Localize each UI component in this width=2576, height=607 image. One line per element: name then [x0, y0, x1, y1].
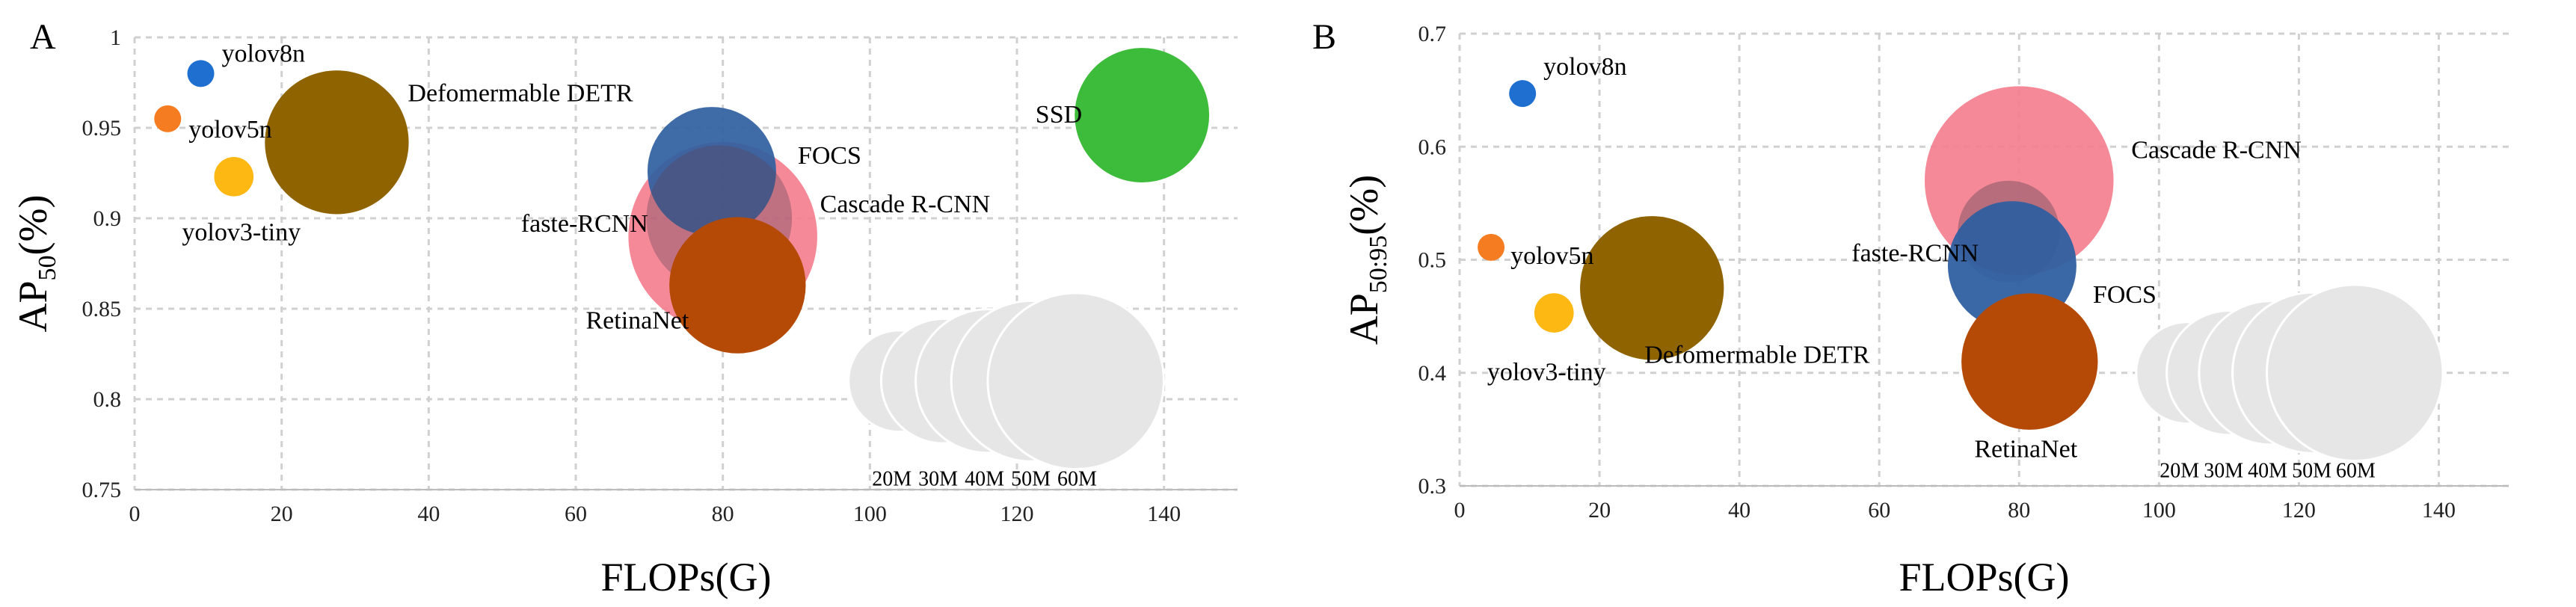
- panel-b-y-tick-label: 0.7: [1418, 22, 1447, 46]
- panel-b-bubble-yolov3-tiny: [1534, 293, 1574, 333]
- panel-b-x-tick-label: 140: [2422, 498, 2456, 523]
- panel-b-label-cascade-r-cnn: Cascade R-CNN: [2131, 137, 2302, 164]
- panel-a-x-tick-label: 120: [1000, 502, 1034, 526]
- panel-a-label-defomermable-detr: Defomermable DETR: [408, 79, 633, 107]
- panel-a-size-legend-label: 20M: [872, 468, 912, 491]
- panel-b-label-yolov5n: yolov5n: [1510, 242, 1593, 270]
- panel-b-x-axis-title: FLOPs(G): [1899, 555, 2069, 600]
- panel-b-x-tick-label: 100: [2142, 498, 2176, 523]
- panel-b-bubble-retinanet: [1961, 293, 2098, 430]
- panel-a-x-tick-label: 20: [271, 502, 293, 526]
- panel-a-x-tick-label: 140: [1147, 502, 1181, 526]
- panel-a-y-axis-title: AP50(%): [10, 195, 61, 333]
- panel-b-bubble-defomermable-detr: [1580, 216, 1724, 360]
- panel-a-chart: A 0 20 40 60 80 100 120 140 0.75 0.8 0.85 0.9 0.95 1 20…: [10, 17, 1238, 600]
- panel-a-letter: A: [30, 17, 56, 57]
- panel-b-label-focs: FOCS: [2093, 281, 2157, 309]
- panel-a-size-legend-bubble: [986, 292, 1165, 471]
- panel-a-bubble-defomermable-detr: [265, 70, 409, 215]
- panel-a-label-focs: FOCS: [798, 142, 861, 170]
- panel-a-bubble-ssd: [1075, 48, 1210, 182]
- panel-a-label-yolov8n: yolov8n: [222, 40, 305, 67]
- panel-a-label-ssd: SSD: [1036, 101, 1082, 129]
- panel-a-label-yolov5n: yolov5n: [188, 116, 271, 144]
- panel-b-size-legend-label: 40M: [2248, 459, 2287, 482]
- panel-a-x-tick-label: 40: [417, 502, 440, 526]
- panel-a-bubble-yolov5n: [154, 105, 182, 132]
- panel-b-size-legend-label: 50M: [2292, 459, 2331, 482]
- panel-a-y-tick-label: 0.9: [93, 206, 122, 231]
- panel-b-size-legend-label: 20M: [2160, 459, 2199, 482]
- panel-a-x-tick-label: 100: [853, 502, 887, 526]
- panel-b-x-tick-label: 120: [2282, 498, 2316, 523]
- panel-b-letter: B: [1312, 17, 1336, 57]
- panel-b-label-yolov3-tiny: yolov3-tiny: [1487, 359, 1606, 386]
- panel-a-bubble-retinanet: [669, 217, 806, 354]
- panel-b-size-legend-label: 60M: [2336, 459, 2376, 482]
- panel-a-x-axis-title: FLOPs(G): [600, 555, 771, 600]
- panel-a-y-tick-label: 1: [110, 25, 121, 50]
- panel-b-bubble-yolov5n: [1478, 233, 1505, 261]
- panel-b-label-yolov8n: yolov8n: [1543, 53, 1626, 81]
- panel-a-x-tick-label: 0: [129, 502, 141, 526]
- panel-b-chart: B 0 20 40 60 80 100 120 140 0.3 0.4 0.5 0.6 0.7 20M 30M…: [1312, 17, 2509, 600]
- panel-a-size-legend-label: 30M: [918, 468, 958, 491]
- panel-a-label-faste-rcnn: faste-RCNN: [521, 210, 648, 238]
- panel-b-y-axis-title: AP50:95(%): [1341, 175, 1392, 345]
- panel-b-x-tick-label: 60: [1868, 498, 1890, 523]
- panel-b-x-tick-label: 20: [1588, 498, 1611, 523]
- panel-b-x-tick-label: 0: [1454, 498, 1466, 523]
- panel-a-y-tick-label: 0.8: [93, 387, 122, 412]
- panel-a-label-retinanet: RetinaNet: [585, 307, 689, 335]
- panel-b-label-retinanet: RetinaNet: [1974, 436, 2077, 463]
- panel-b-label-defomermable-detr: Defomermable DETR: [1644, 341, 1869, 369]
- panel-a-label-cascade-r-cnn: Cascade R-CNN: [820, 191, 991, 218]
- panel-b-x-tick-label: 80: [2008, 498, 2030, 523]
- panel-a-size-legend-label: 50M: [1011, 468, 1051, 491]
- panel-b-y-tick-label: 0.6: [1418, 135, 1447, 159]
- panel-a-y-tick-label: 0.95: [82, 116, 122, 141]
- panel-a-bubble-yolov8n: [187, 60, 215, 87]
- panel-b-size-legend-bubble: [2265, 283, 2444, 462]
- panel-a-y-tick-label: 0.85: [82, 297, 122, 321]
- panel-a-x-tick-label: 60: [565, 502, 587, 526]
- panel-a-bubble-focs: [647, 107, 776, 236]
- panel-a-size-legend-label: 40M: [965, 468, 1004, 491]
- panel-b-bubble-yolov8n: [1509, 80, 1537, 108]
- panel-b-y-tick-label: 0.5: [1418, 248, 1447, 273]
- panel-b-y-tick-label: 0.4: [1418, 361, 1447, 386]
- panel-a-size-legend-label: 60M: [1057, 468, 1097, 491]
- panel-b-label-faste-rcnn: faste-RCNN: [1851, 240, 1979, 268]
- panel-b-size-legend-label: 30M: [2204, 459, 2243, 482]
- panel-a-y-tick-label: 0.75: [82, 478, 122, 502]
- panel-b-x-tick-label: 40: [1728, 498, 1750, 523]
- panel-a-bubble-yolov3-tiny: [214, 157, 254, 197]
- panel-a-label-yolov3-tiny: yolov3-tiny: [182, 218, 301, 246]
- panel-b-y-tick-label: 0.3: [1418, 474, 1447, 499]
- panel-a-x-tick-label: 80: [712, 502, 734, 526]
